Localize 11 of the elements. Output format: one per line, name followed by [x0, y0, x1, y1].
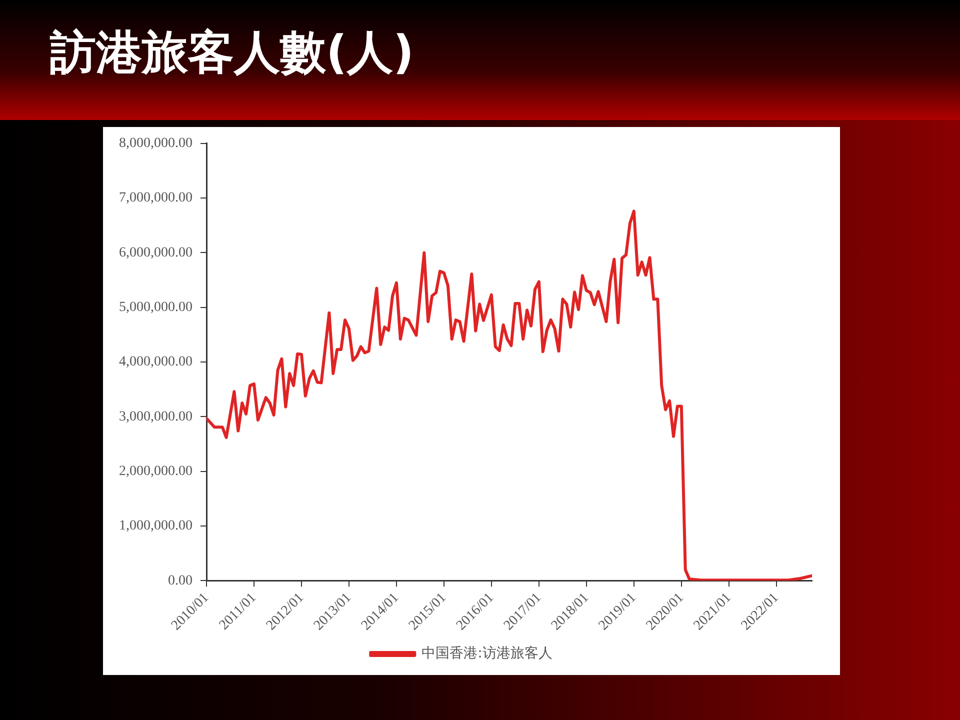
y-tick-label: 0.00 — [168, 573, 192, 588]
y-tick-label: 5,000,000.00 — [119, 300, 192, 316]
legend-label: 中国香港:访港旅客人 — [422, 646, 552, 662]
y-tick-label: 4,000,000.00 — [119, 354, 192, 370]
chart-title: 訪港旅客人數(人) — [50, 24, 414, 81]
y-tick-label: 2,000,000.00 — [119, 464, 192, 480]
y-tick-label: 3,000,000.00 — [119, 409, 192, 424]
y-tick-label: 1,000,000.00 — [119, 518, 192, 534]
y-tick-label: 7,000,000.00 — [119, 190, 192, 206]
y-tick-label: 6,000,000.00 — [119, 245, 192, 260]
y-tick-label: 8,000,000.00 — [119, 136, 192, 152]
